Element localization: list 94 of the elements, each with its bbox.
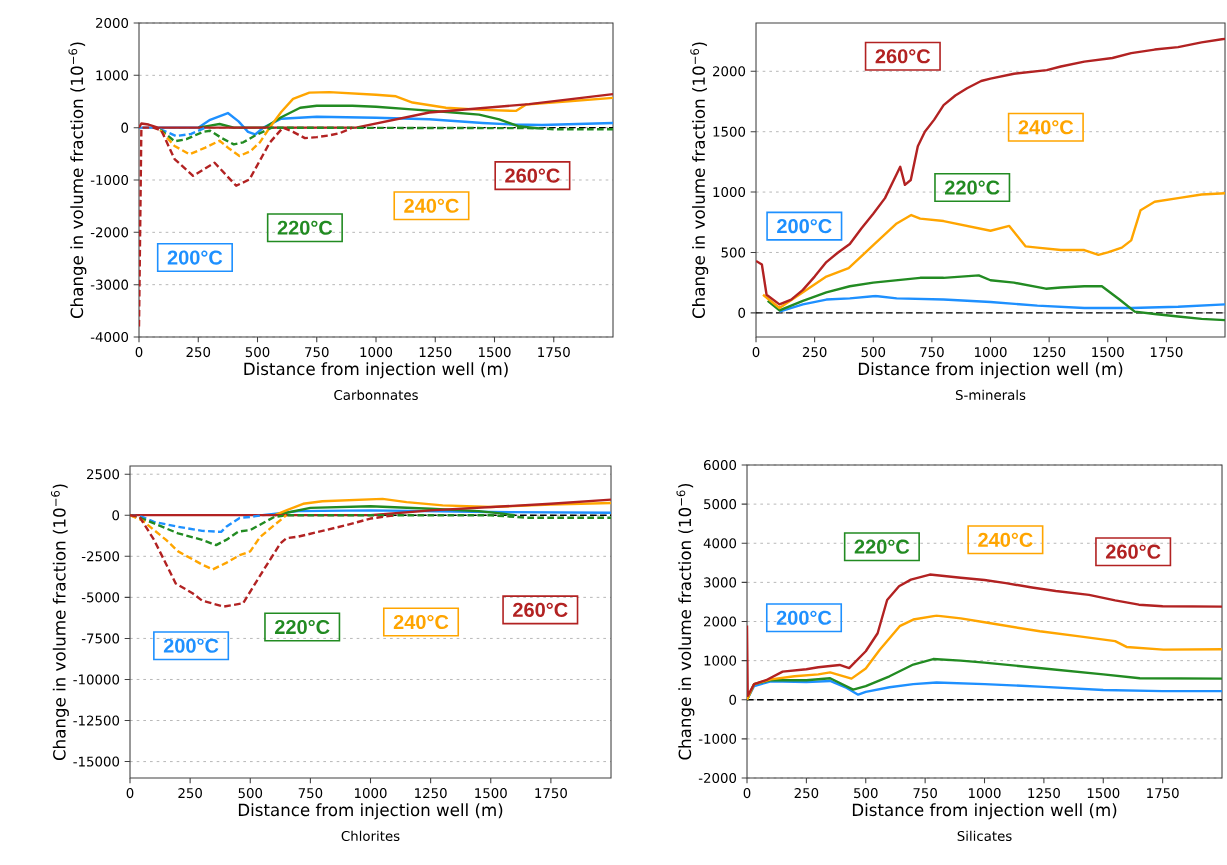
y-tick-label: 4000 bbox=[703, 538, 737, 549]
x-tick-label: 1250 bbox=[1033, 347, 1066, 358]
x-tick-label: 250 bbox=[186, 347, 211, 358]
x-tick-label: 250 bbox=[802, 347, 827, 358]
line-series bbox=[747, 573, 1223, 698]
x-tick-label: 0 bbox=[752, 347, 760, 358]
x-tick-label: 750 bbox=[920, 347, 944, 358]
x-tick-label: 500 bbox=[245, 347, 270, 358]
line-series bbox=[139, 111, 614, 136]
x-tick-label: 750 bbox=[913, 788, 937, 799]
y-tick-label: 0 bbox=[729, 694, 737, 705]
y-tick-label: -15000 bbox=[73, 756, 120, 767]
y-tick-label: -7500 bbox=[81, 633, 120, 644]
text: 200°C bbox=[777, 219, 832, 234]
text: 240°C bbox=[404, 198, 459, 213]
y-axis-title: Change in volume fraction (10$^{−6}$) bbox=[50, 484, 69, 761]
x-tick-label: 1500 bbox=[1087, 788, 1120, 799]
text: 260°C bbox=[505, 168, 560, 183]
x-tick-label: 1250 bbox=[1028, 788, 1060, 799]
text: 260°C bbox=[875, 49, 931, 64]
x-tick-label: 1750 bbox=[535, 788, 567, 799]
y-tick-label: -3000 bbox=[90, 279, 129, 290]
y-tick-label: -4000 bbox=[90, 331, 129, 343]
y-tick-label: 5000 bbox=[704, 499, 737, 510]
x-tick-label: 1250 bbox=[415, 788, 447, 799]
line-series bbox=[130, 514, 288, 571]
y-tick-label: 500 bbox=[721, 247, 746, 258]
x-tick-label: 500 bbox=[861, 347, 886, 358]
y-tick-label: -2000 bbox=[90, 227, 129, 238]
x-tick-label: 750 bbox=[298, 788, 323, 799]
y-tick-label: 6000 bbox=[703, 459, 737, 471]
x-tick-label: 250 bbox=[794, 788, 819, 799]
series-label: 260°C bbox=[1105, 544, 1161, 559]
x-tick-label: 1750 bbox=[538, 347, 570, 358]
x-axis-title: Distance from injection well (m) bbox=[238, 803, 503, 820]
x-tick-label: 1000 bbox=[360, 347, 393, 358]
text: Silicates bbox=[957, 830, 1012, 842]
x-tick-label: 1750 bbox=[1147, 788, 1179, 799]
y-tick-label: 2000 bbox=[704, 616, 737, 627]
y-tick-label: -5000 bbox=[81, 592, 120, 603]
y-axis-title: Change in volume fraction (10$^{−6}$) bbox=[676, 483, 695, 760]
y-tick-label: 0 bbox=[738, 307, 746, 318]
y-tick-label: 2000 bbox=[96, 17, 129, 29]
text: Chlorites bbox=[341, 830, 400, 842]
text: 240°C bbox=[393, 614, 449, 630]
x-axis-title: Distance from injection well (m) bbox=[852, 803, 1117, 820]
text: Carbonnates bbox=[334, 389, 418, 401]
text: 240°C bbox=[1018, 120, 1074, 135]
y-tick-label: -1000 bbox=[90, 174, 129, 186]
y-axis-title: Change in volume fraction (10$^{−6}$) bbox=[690, 42, 709, 319]
text: 220°C bbox=[945, 180, 1000, 195]
y-axis-title: Change in volume fraction (10$^{−6}$) bbox=[68, 42, 87, 319]
text: S-minerals bbox=[955, 389, 1026, 401]
x-axis-title: Distance from injection well (m) bbox=[858, 362, 1123, 379]
y-tick-label: 2500 bbox=[87, 469, 120, 480]
text: 260°C bbox=[513, 602, 568, 617]
y-tick-label: -2000 bbox=[698, 772, 737, 784]
y-tick-label: -12500 bbox=[73, 715, 120, 726]
y-tick-label: 1500 bbox=[713, 126, 746, 137]
line-series bbox=[756, 37, 1226, 306]
line-series bbox=[273, 497, 612, 517]
x-tick-label: 250 bbox=[178, 788, 202, 799]
y-tick-label: 1000 bbox=[96, 70, 129, 81]
line-series bbox=[778, 294, 1226, 313]
x-tick-label: 1500 bbox=[475, 788, 507, 799]
x-tick-label: 500 bbox=[854, 788, 878, 799]
x-axis-title: Distance from injection well (m) bbox=[244, 362, 508, 379]
y-tick-label: 0 bbox=[112, 510, 120, 521]
x-tick-label: 1000 bbox=[355, 788, 387, 799]
y-tick-label: 2000 bbox=[713, 66, 746, 77]
y-tick-label: 0 bbox=[121, 122, 129, 133]
text: 220°C bbox=[854, 539, 910, 554]
text: 240°C bbox=[978, 532, 1033, 547]
x-tick-label: 1500 bbox=[1092, 347, 1124, 358]
x-tick-label: 1750 bbox=[1150, 347, 1183, 358]
x-tick-label: 1000 bbox=[969, 788, 1001, 799]
y-tick-label: -10000 bbox=[73, 674, 120, 685]
text: 200°C bbox=[776, 610, 832, 625]
x-tick-label: 500 bbox=[238, 788, 263, 799]
x-tick-label: 1250 bbox=[419, 347, 452, 358]
text: 220°C bbox=[277, 220, 333, 235]
text: 200°C bbox=[163, 638, 219, 653]
y-tick-label: 1000 bbox=[704, 655, 737, 666]
x-tick-label: 0 bbox=[135, 347, 143, 358]
x-tick-label: 1000 bbox=[975, 347, 1007, 358]
y-tick-label: 1000 bbox=[713, 187, 746, 198]
x-tick-label: 1500 bbox=[479, 347, 511, 358]
y-tick-label: -1000 bbox=[698, 733, 737, 744]
text: 200°C bbox=[167, 250, 223, 265]
y-tick-label: -2500 bbox=[81, 551, 120, 562]
x-tick-label: 750 bbox=[305, 347, 329, 358]
text: 220°C bbox=[274, 619, 330, 635]
y-tick-label: 3000 bbox=[704, 577, 737, 588]
line-series bbox=[747, 679, 1223, 701]
